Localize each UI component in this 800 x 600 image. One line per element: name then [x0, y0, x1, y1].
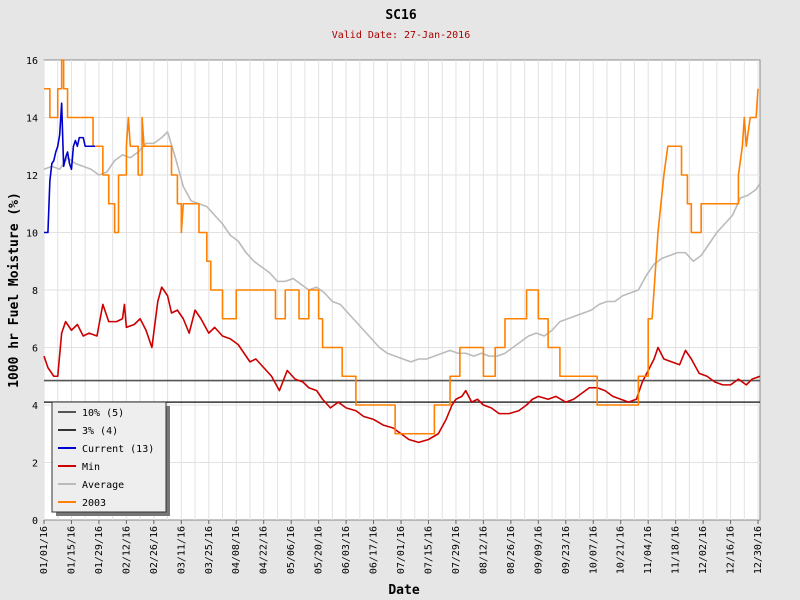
x-tick-label: 05/06/16	[286, 526, 297, 574]
x-axis-label: Date	[388, 583, 419, 598]
y-axis-label: 1000 hr Fuel Moisture (%)	[7, 192, 22, 388]
series-line-average	[43, 131, 761, 363]
x-tick-label: 09/09/16	[533, 526, 544, 574]
legend-entry-label: 3% (4)	[82, 426, 118, 437]
x-tick-label: 11/04/16	[643, 526, 654, 574]
x-tick-label: 06/03/16	[341, 526, 352, 574]
x-tick-label: 10/21/16	[616, 526, 627, 574]
x-tick-label: 03/11/16	[176, 526, 187, 574]
legend-entry-label: Min	[82, 462, 100, 473]
y-tick-label: 4	[32, 401, 38, 412]
y-tick-label: 8	[32, 286, 38, 297]
legend-entry-label: 2003	[82, 498, 106, 509]
y-tick-label: 12	[26, 171, 38, 182]
legend-entry-label: Current (13)	[82, 444, 154, 455]
y-tick-label: 16	[26, 56, 38, 67]
x-tick-label: 01/15/16	[66, 526, 77, 574]
y-tick-label: 14	[26, 114, 38, 125]
x-tick-label: 07/01/16	[396, 526, 407, 574]
x-tick-label: 02/26/16	[149, 526, 160, 574]
series-line-current-13	[44, 102, 95, 234]
x-tick-label: 04/22/16	[259, 526, 270, 574]
x-tick-label: 08/12/16	[478, 526, 489, 574]
x-tick-label: 01/01/16	[39, 526, 50, 574]
chart-subtitle: Valid Date: 27-Jan-2016	[332, 30, 470, 41]
x-tick-label: 04/08/16	[231, 526, 242, 574]
legend: 10% (5) 3% (4) Current (13) Min Average 2003	[51, 401, 170, 516]
chart-title: SC16	[385, 8, 416, 23]
x-tick-label: 12/02/16	[698, 526, 709, 574]
series-line-min	[43, 286, 761, 444]
y-tick-label: 2	[32, 459, 38, 470]
grid-lines	[43, 60, 760, 520]
x-tick-label: 07/29/16	[451, 526, 462, 574]
series-line-2003	[44, 59, 759, 435]
x-tick-label: 09/23/16	[561, 526, 572, 574]
legend-entry-label: Average	[82, 480, 124, 491]
legend-entry-label: 10% (5)	[82, 408, 124, 419]
y-tick-label: 6	[32, 344, 38, 355]
x-tick-label: 02/12/16	[121, 526, 132, 574]
x-tick-label: 08/26/16	[506, 526, 517, 574]
x-tick-label: 07/15/16	[423, 526, 434, 574]
y-tick-label: 10	[26, 229, 38, 240]
x-tick-label: 03/25/16	[204, 526, 215, 574]
y-tick-label: 0	[32, 516, 38, 527]
x-tick-label: 05/20/16	[314, 526, 325, 574]
x-tick-label: 12/16/16	[726, 526, 737, 574]
x-tick-label: 10/07/16	[588, 526, 599, 574]
series-layer	[43, 59, 761, 444]
x-tick-label: 01/29/16	[94, 526, 105, 574]
x-tick-label: 06/17/16	[369, 526, 380, 574]
x-axis-ticks: 01/01/16 01/15/16 01/29/16 02/12/16 02/26/16…	[39, 520, 764, 574]
x-tick-label: 11/18/16	[671, 526, 682, 574]
y-axis-ticks: 0 2 4 6 8 10 12 14 16	[26, 56, 38, 527]
x-tick-label: 12/30/16	[753, 526, 764, 574]
